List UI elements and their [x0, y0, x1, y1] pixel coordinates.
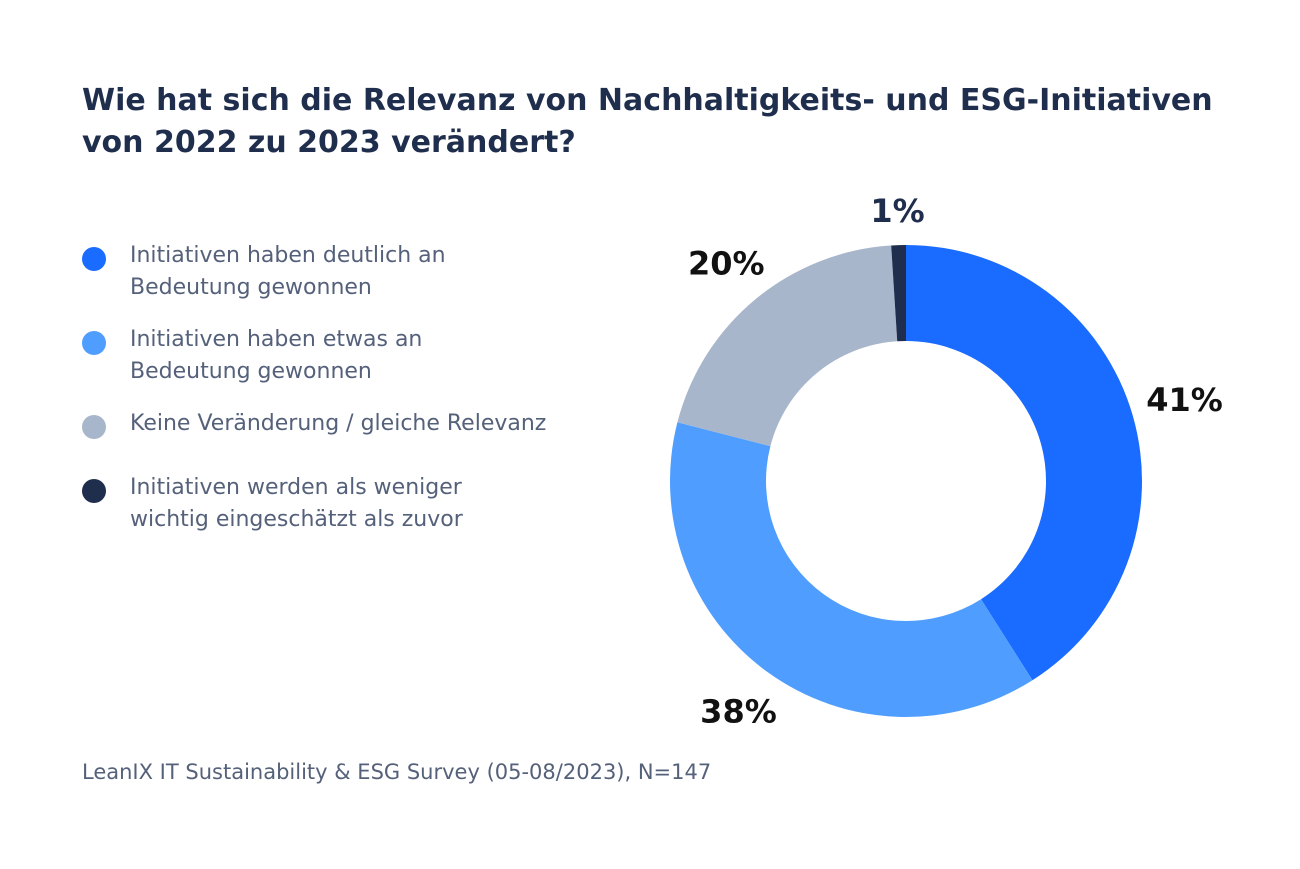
chart-title: Wie hat sich die Relevanz von Nachhaltig…: [82, 80, 1232, 164]
chart-title-line-1: Wie hat sich die Relevanz von Nachhaltig…: [82, 83, 1213, 118]
chart-title-line-2: von 2022 zu 2023 verändert?: [82, 125, 576, 160]
source-note: LeanIX IT Sustainability & ESG Survey (0…: [82, 760, 712, 784]
legend-label-line: Initiativen werden als weniger: [130, 475, 462, 500]
legend-swatch-weniger-wichtig: [82, 479, 106, 503]
legend-label-line: Bedeutung gewonnen: [130, 275, 372, 300]
data-label-weniger-wichtig: 1%: [870, 192, 924, 230]
donut-slices: [669, 245, 1142, 717]
donut-slice-deutlich-gewonnen: [906, 245, 1142, 681]
legend-label-deutlich-gewonnen: Initiativen haben deutlich an Bedeutung …: [130, 240, 600, 304]
legend-label-weniger-wichtig: Initiativen werden als weniger wichtig e…: [130, 472, 600, 536]
legend-swatch-deutlich-gewonnen: [82, 247, 106, 271]
legend-label-keine-veraenderung: Keine Veränderung / gleiche Relevanz: [130, 408, 600, 440]
legend-label-etwas-gewonnen: Initiativen haben etwas an Bedeutung gew…: [130, 324, 600, 388]
data-label-keine-veraenderung: 20%: [688, 245, 765, 283]
data-label-deutlich-gewonnen: 41%: [1146, 381, 1223, 419]
donut-slice-weniger-wichtig: [891, 245, 906, 342]
legend-swatch-etwas-gewonnen: [82, 331, 106, 355]
legend-swatch-keine-veraenderung: [82, 415, 106, 439]
legend-label-line: Bedeutung gewonnen: [130, 359, 372, 384]
legend-label-line: wichtig eingeschätzt als zuvor: [130, 507, 463, 532]
donut-slice-keine-veraenderung: [677, 245, 898, 447]
data-label-etwas-gewonnen: 38%: [700, 693, 777, 731]
donut-slice-labels: 41% 38% 20% 1%: [688, 192, 1223, 730]
donut-slice-etwas-gewonnen: [669, 422, 1033, 717]
legend-label-line: Initiativen haben deutlich an: [130, 243, 446, 268]
legend-label-line: Keine Veränderung / gleiche Relevanz: [130, 411, 547, 436]
legend-label-line: Initiativen haben etwas an: [130, 327, 423, 352]
